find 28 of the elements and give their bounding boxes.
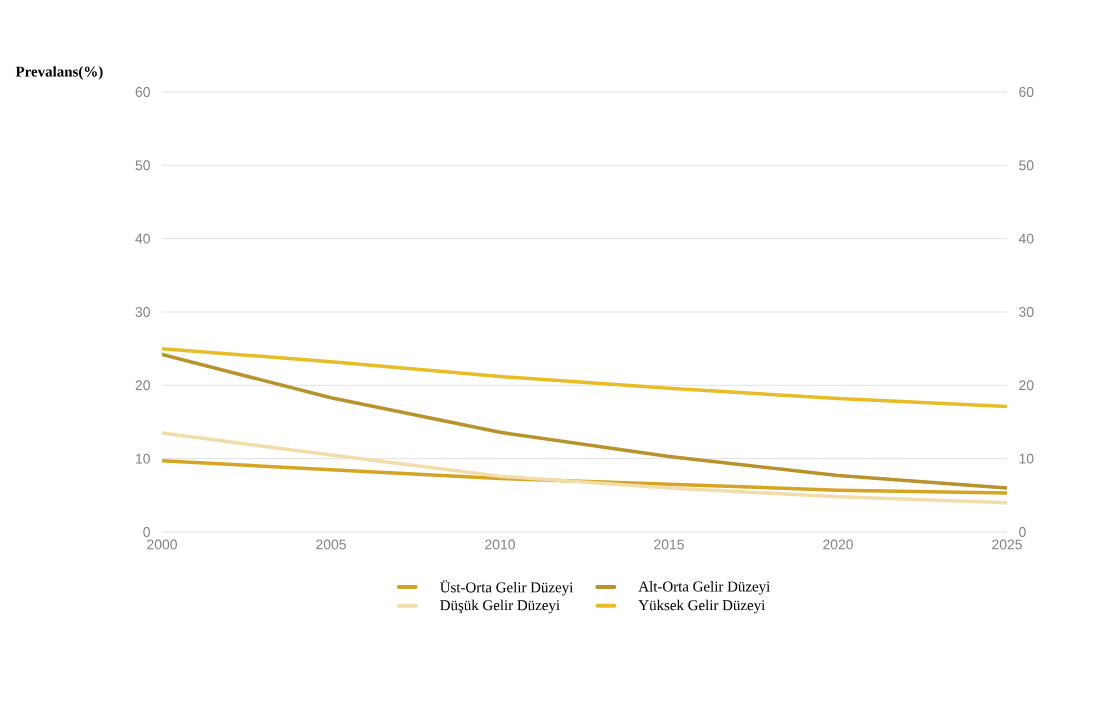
y2-tick-label: 30 [1019,307,1034,317]
line-series [162,431,1008,505]
legend-label: Alt-Orta Gelir Düzeyi [638,581,770,595]
x-tick-label: 2025 [992,539,1022,550]
legend-label: Düşük Gelir Düzeyi [440,599,560,614]
y-tick-label: 10 [136,453,150,464]
y2-tick-label: 10 [1019,453,1034,464]
legend-label: Üst-Orta Gelir Düzeyi [440,580,574,596]
y-tick-label: 0 [143,527,150,537]
y2-tick-label: 40 [1018,233,1034,244]
y2-tick-label: 60 [1019,87,1034,97]
y-tick-label: 40 [135,233,150,244]
legend-label: Yüksek Gelir Düzeyi [638,599,766,614]
y2-tick-label: 20 [1019,380,1034,391]
y-tick-label: 20 [135,380,150,391]
y-tick-label: 60 [135,87,150,97]
line-series [162,346,1008,409]
y-axis-title: Prevalans(%) [15,66,103,80]
y2-tick-label: 0 [1019,527,1026,537]
x-tick-label: 2015 [654,539,684,550]
y-tick-label: 50 [135,160,150,171]
x-tick-label: 2010 [485,539,515,550]
y-tick-label: 30 [135,307,150,317]
x-tick-label: 2020 [823,539,853,550]
line-series [162,352,1008,490]
x-tick-label: 2005 [316,539,346,550]
y2-tick-label: 50 [1019,160,1034,171]
x-tick-label: 2000 [147,539,177,550]
